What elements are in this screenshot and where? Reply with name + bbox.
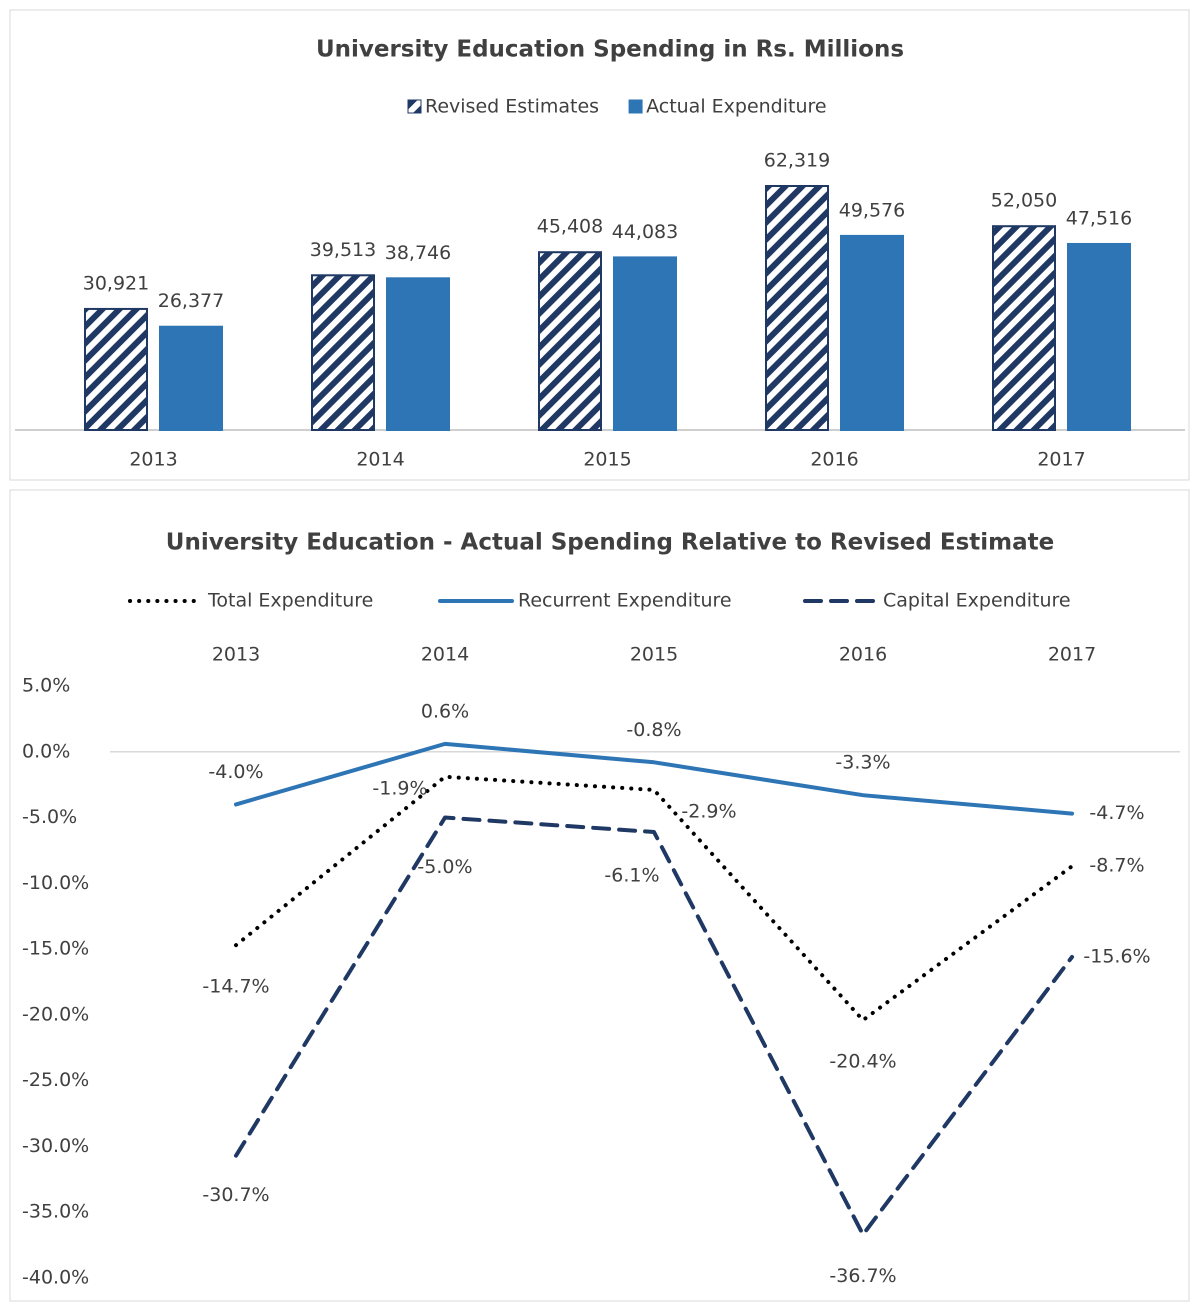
data-label: 62,319 <box>764 150 830 172</box>
legend-swatch <box>407 99 422 114</box>
x-tick-label: 2017 <box>1048 644 1096 666</box>
legend-swatch <box>628 99 643 114</box>
legend-label: Recurrent Expenditure <box>518 590 732 612</box>
data-label: 44,083 <box>612 221 678 243</box>
data-label: -8.7% <box>1089 855 1144 877</box>
line <box>234 774 1074 1023</box>
chart-title: University Education Spending in Rs. Mil… <box>316 37 904 63</box>
data-label: -36.7% <box>829 1265 896 1287</box>
panel <box>9 489 1190 1302</box>
x-tick-label: 2014 <box>421 644 469 666</box>
x-tick-label: 2017 <box>1037 449 1085 471</box>
legend-label: Capital Expenditure <box>883 590 1071 612</box>
y-tick-label: 0.0% <box>22 740 70 762</box>
data-label: -1.9% <box>372 777 427 799</box>
bar <box>84 307 148 431</box>
x-tick-label: 2013 <box>129 449 177 471</box>
bar <box>1067 242 1131 431</box>
y-tick-label: -20.0% <box>22 1003 89 1025</box>
y-tick-label: -25.0% <box>22 1069 89 1091</box>
y-tick-label: -35.0% <box>22 1201 89 1223</box>
data-label: -15.6% <box>1083 946 1150 968</box>
data-label: -30.7% <box>202 1184 269 1206</box>
x-tick-label: 2016 <box>839 644 887 666</box>
bar <box>311 274 375 431</box>
bar <box>765 185 829 431</box>
y-tick-label: 5.0% <box>22 675 70 697</box>
data-label: -4.7% <box>1089 802 1144 824</box>
y-tick-label: -15.0% <box>22 938 89 960</box>
data-label: 30,921 <box>83 272 149 294</box>
y-tick-label: -30.0% <box>22 1135 89 1157</box>
x-tick-label: 2016 <box>810 449 858 471</box>
data-label: 45,408 <box>537 216 603 238</box>
data-label: 47,516 <box>1066 207 1132 229</box>
bar <box>992 225 1056 431</box>
legend-label: Actual Expenditure <box>646 96 827 118</box>
data-label: 52,050 <box>991 190 1057 212</box>
chart-title: University Education - Actual Spending R… <box>166 530 1054 556</box>
data-label: -0.8% <box>626 719 681 741</box>
legend-label: Revised Estimates <box>425 96 599 118</box>
bar <box>538 251 602 431</box>
x-tick-label: 2015 <box>630 644 678 666</box>
data-label: -6.1% <box>604 865 659 887</box>
data-label: -4.0% <box>208 761 263 783</box>
data-label: 26,377 <box>158 290 224 312</box>
bar <box>386 277 450 432</box>
data-label: -3.3% <box>835 752 890 774</box>
data-label: -2.9% <box>681 800 736 822</box>
legend-label: Total Expenditure <box>207 590 373 612</box>
x-tick-label: 2015 <box>583 449 631 471</box>
data-label: 49,576 <box>839 199 905 221</box>
bar <box>840 234 904 431</box>
y-tick-label: -10.0% <box>22 872 89 894</box>
y-tick-label: -40.0% <box>22 1267 89 1289</box>
data-label: -20.4% <box>829 1051 896 1073</box>
x-tick-label: 2014 <box>356 449 404 471</box>
bar <box>159 325 223 431</box>
data-label: 38,746 <box>385 242 451 264</box>
line <box>234 741 1074 816</box>
data-label: -5.0% <box>417 856 472 878</box>
data-label: -14.7% <box>202 976 269 998</box>
data-label: 39,513 <box>310 239 376 261</box>
y-tick-label: -5.0% <box>22 806 77 828</box>
x-tick-label: 2013 <box>212 644 260 666</box>
line <box>234 815 1074 1237</box>
bar <box>613 256 677 431</box>
data-label: 0.6% <box>421 700 469 722</box>
